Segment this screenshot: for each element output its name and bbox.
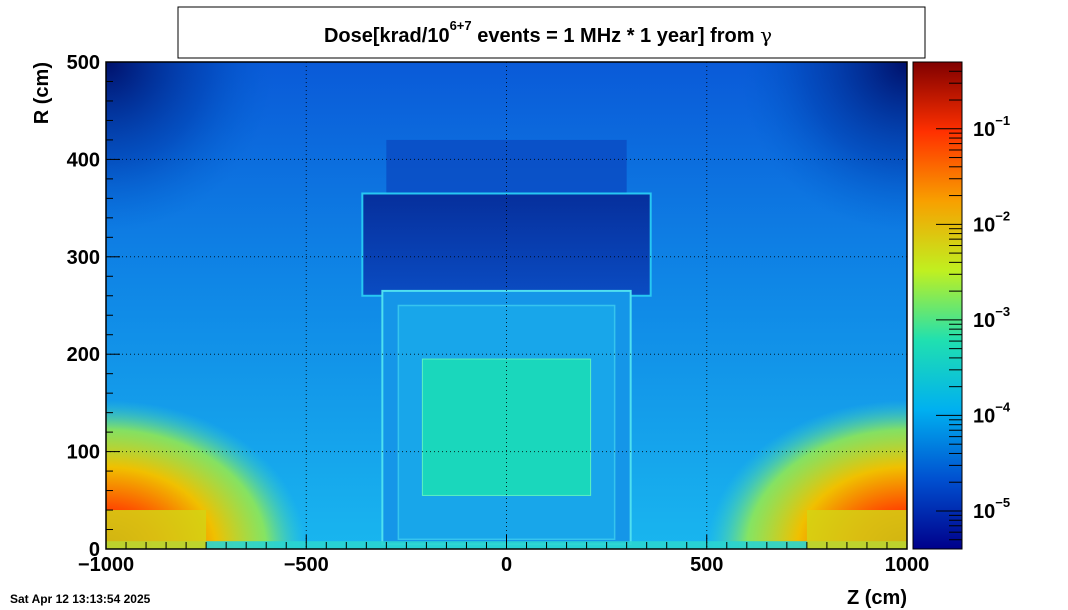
title-suffix: events = 1 MHz * 1 year] from	[472, 25, 760, 47]
x-tick-label: −500	[284, 554, 329, 576]
y-tick-label: 400	[67, 149, 100, 171]
y-tick-label: 300	[67, 247, 100, 269]
heatmap-area	[106, 62, 907, 549]
colorbar-rect	[912, 61, 963, 550]
x-tick-label: 0	[501, 554, 512, 576]
chart-title: Dose[krad/106+7 events = 1 MHz * 1 year]…	[324, 18, 772, 47]
colorbar-tick-label: 10−2	[973, 208, 1010, 236]
title-prefix: Dose[krad/10	[324, 25, 450, 47]
beamline-left	[106, 510, 207, 549]
magnet-yoke	[361, 192, 652, 297]
y-axis: 0 100 200 300 400 500	[67, 52, 120, 561]
colorbar-tick-label: 10−5	[973, 495, 1010, 523]
colorbar: 10−5 10−4 10−3 10−2 10−1	[912, 61, 1011, 550]
beamline-right	[806, 510, 907, 549]
datestamp: Sat Apr 12 13:13:54 2025	[10, 592, 151, 606]
grid-lines	[106, 62, 907, 549]
title-box: Dose[krad/106+7 events = 1 MHz * 1 year]…	[177, 6, 926, 59]
colorbar-tick-label: 10−3	[973, 304, 1010, 332]
x-tick-label: 1000	[885, 554, 930, 576]
inner-calorimeter-block	[421, 358, 592, 496]
x-axis-label: Z (cm)	[847, 587, 907, 609]
colorbar-tick-label: 10−1	[973, 113, 1010, 141]
y-tick-label: 500	[67, 52, 100, 74]
y-tick-label: 100	[67, 442, 100, 464]
y-axis-label: R (cm)	[31, 62, 53, 124]
title-superscript: 6+7	[450, 18, 472, 33]
title-symbol: γ	[760, 23, 772, 47]
corner-dark-right	[737, 62, 907, 232]
colorbar-tick-label: 10−4	[973, 399, 1011, 427]
y-tick-label: 200	[67, 344, 100, 366]
x-tick-label: −1000	[78, 554, 134, 576]
corner-dark-left	[106, 62, 276, 232]
x-tick-label: 500	[690, 554, 723, 576]
colorbar-ticks: 10−5 10−4 10−3 10−2 10−1	[936, 61, 1011, 550]
x-axis: −1000 −500 0 500 1000	[78, 535, 929, 576]
y-tick-label: 0	[89, 539, 100, 561]
